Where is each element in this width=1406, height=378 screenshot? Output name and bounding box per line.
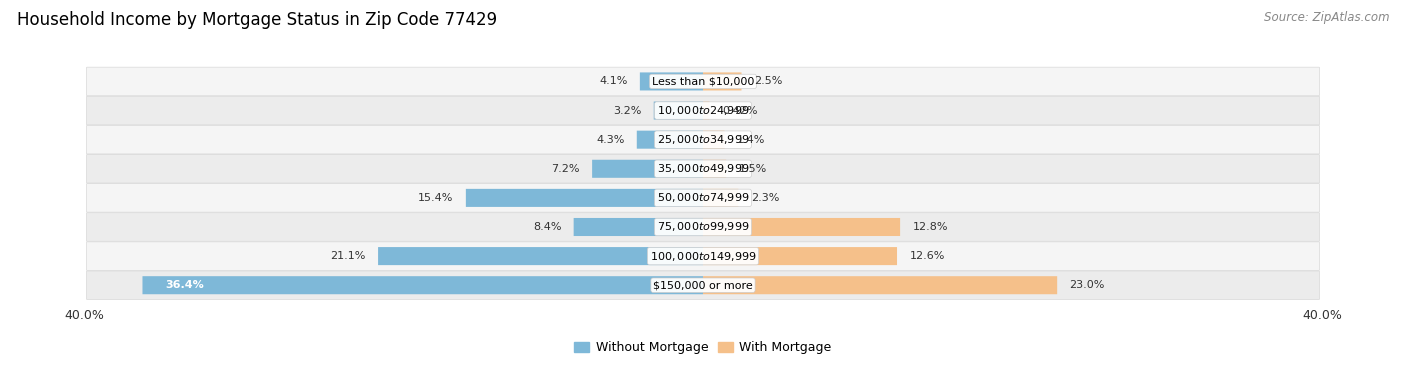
FancyBboxPatch shape xyxy=(703,276,1057,294)
FancyBboxPatch shape xyxy=(592,160,703,178)
Text: 15.4%: 15.4% xyxy=(418,193,454,203)
Text: 36.4%: 36.4% xyxy=(166,280,204,290)
FancyBboxPatch shape xyxy=(86,96,1320,125)
Text: 1.5%: 1.5% xyxy=(738,164,766,174)
Text: 8.4%: 8.4% xyxy=(533,222,561,232)
Text: 12.8%: 12.8% xyxy=(912,222,948,232)
FancyBboxPatch shape xyxy=(86,242,1320,270)
FancyBboxPatch shape xyxy=(86,184,1320,212)
FancyBboxPatch shape xyxy=(703,131,724,149)
FancyBboxPatch shape xyxy=(86,213,1320,241)
Text: Source: ZipAtlas.com: Source: ZipAtlas.com xyxy=(1264,11,1389,24)
FancyBboxPatch shape xyxy=(574,218,703,236)
Text: 1.4%: 1.4% xyxy=(737,135,765,145)
Text: $100,000 to $149,999: $100,000 to $149,999 xyxy=(650,249,756,263)
Text: Less than $10,000: Less than $10,000 xyxy=(652,76,754,87)
Legend: Without Mortgage, With Mortgage: Without Mortgage, With Mortgage xyxy=(569,336,837,359)
FancyBboxPatch shape xyxy=(637,131,703,149)
Text: $25,000 to $34,999: $25,000 to $34,999 xyxy=(657,133,749,146)
Text: Household Income by Mortgage Status in Zip Code 77429: Household Income by Mortgage Status in Z… xyxy=(17,11,496,29)
Text: 0.42%: 0.42% xyxy=(721,105,758,116)
Text: 12.6%: 12.6% xyxy=(910,251,945,261)
Text: 4.1%: 4.1% xyxy=(599,76,627,87)
Text: 2.5%: 2.5% xyxy=(754,76,782,87)
FancyBboxPatch shape xyxy=(465,189,703,207)
FancyBboxPatch shape xyxy=(703,189,738,207)
FancyBboxPatch shape xyxy=(703,102,710,119)
Text: 40.0%: 40.0% xyxy=(63,309,104,322)
FancyBboxPatch shape xyxy=(703,160,725,178)
Text: $150,000 or more: $150,000 or more xyxy=(654,280,752,290)
Text: 23.0%: 23.0% xyxy=(1070,280,1105,290)
Text: 21.1%: 21.1% xyxy=(330,251,366,261)
Text: 4.3%: 4.3% xyxy=(596,135,624,145)
Text: 7.2%: 7.2% xyxy=(551,164,579,174)
Text: $10,000 to $24,999: $10,000 to $24,999 xyxy=(657,104,749,117)
FancyBboxPatch shape xyxy=(86,125,1320,154)
Text: $50,000 to $74,999: $50,000 to $74,999 xyxy=(657,191,749,204)
FancyBboxPatch shape xyxy=(703,218,900,236)
Text: $35,000 to $49,999: $35,000 to $49,999 xyxy=(657,162,749,175)
Text: 2.3%: 2.3% xyxy=(751,193,779,203)
FancyBboxPatch shape xyxy=(640,73,703,90)
FancyBboxPatch shape xyxy=(703,247,897,265)
FancyBboxPatch shape xyxy=(86,67,1320,96)
FancyBboxPatch shape xyxy=(654,102,703,119)
FancyBboxPatch shape xyxy=(378,247,703,265)
FancyBboxPatch shape xyxy=(86,271,1320,299)
Text: $75,000 to $99,999: $75,000 to $99,999 xyxy=(657,220,749,234)
FancyBboxPatch shape xyxy=(142,276,703,294)
Text: 40.0%: 40.0% xyxy=(1302,309,1343,322)
Text: 3.2%: 3.2% xyxy=(613,105,641,116)
FancyBboxPatch shape xyxy=(86,155,1320,183)
FancyBboxPatch shape xyxy=(703,73,741,90)
